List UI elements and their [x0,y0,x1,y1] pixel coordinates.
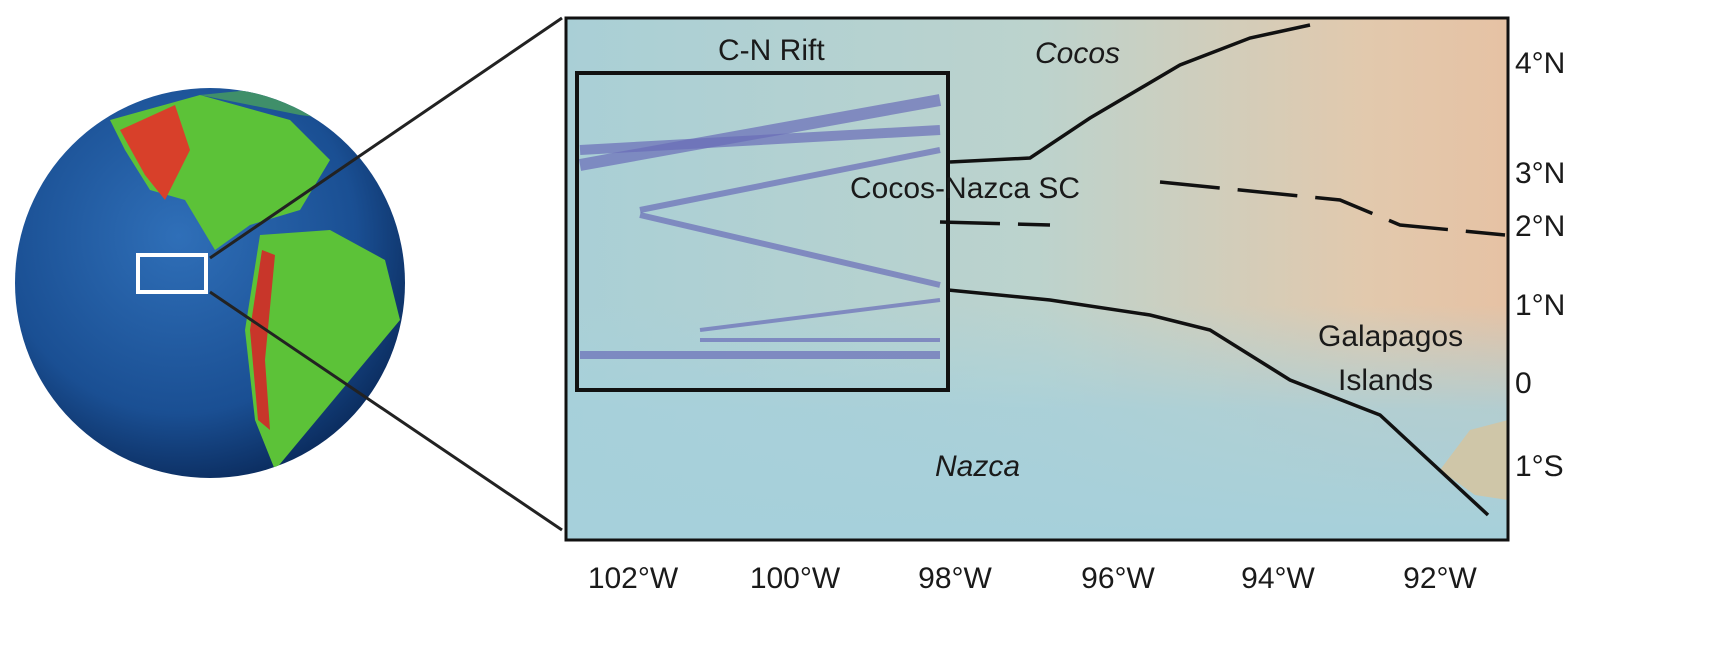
x-axis: 102°W 100°W 98°W 96°W 94°W 92°W [588,562,1478,595]
map-label: Nazca [935,450,1020,483]
x-tick-label: 100°W [750,562,841,595]
map-panel [566,18,1508,540]
map-label: Galapagos [1318,320,1463,353]
figure: C-N Rift Cocos Cocos-Nazca SC Galapagos Isla… [0,0,1725,653]
map-label: Cocos [1035,37,1120,70]
y-tick-label: 2°N [1515,210,1565,243]
map-label: Cocos-Nazca SC [850,172,1080,205]
y-axis: 4°N 3°N 2°N 1°N 0 1°S [1515,47,1565,483]
x-tick-label: 92°W [1403,562,1477,595]
map-label: C-N Rift [718,34,825,67]
x-tick-label: 94°W [1241,562,1315,595]
globe [15,85,405,478]
x-tick-label: 98°W [918,562,992,595]
y-tick-label: 1°S [1515,450,1564,483]
y-tick-label: 3°N [1515,157,1565,190]
y-tick-label: 0 [1515,367,1532,400]
x-tick-label: 102°W [588,562,679,595]
x-tick-label: 96°W [1081,562,1155,595]
map-label: Islands [1338,364,1433,397]
y-tick-label: 4°N [1515,47,1565,80]
y-tick-label: 1°N [1515,289,1565,322]
